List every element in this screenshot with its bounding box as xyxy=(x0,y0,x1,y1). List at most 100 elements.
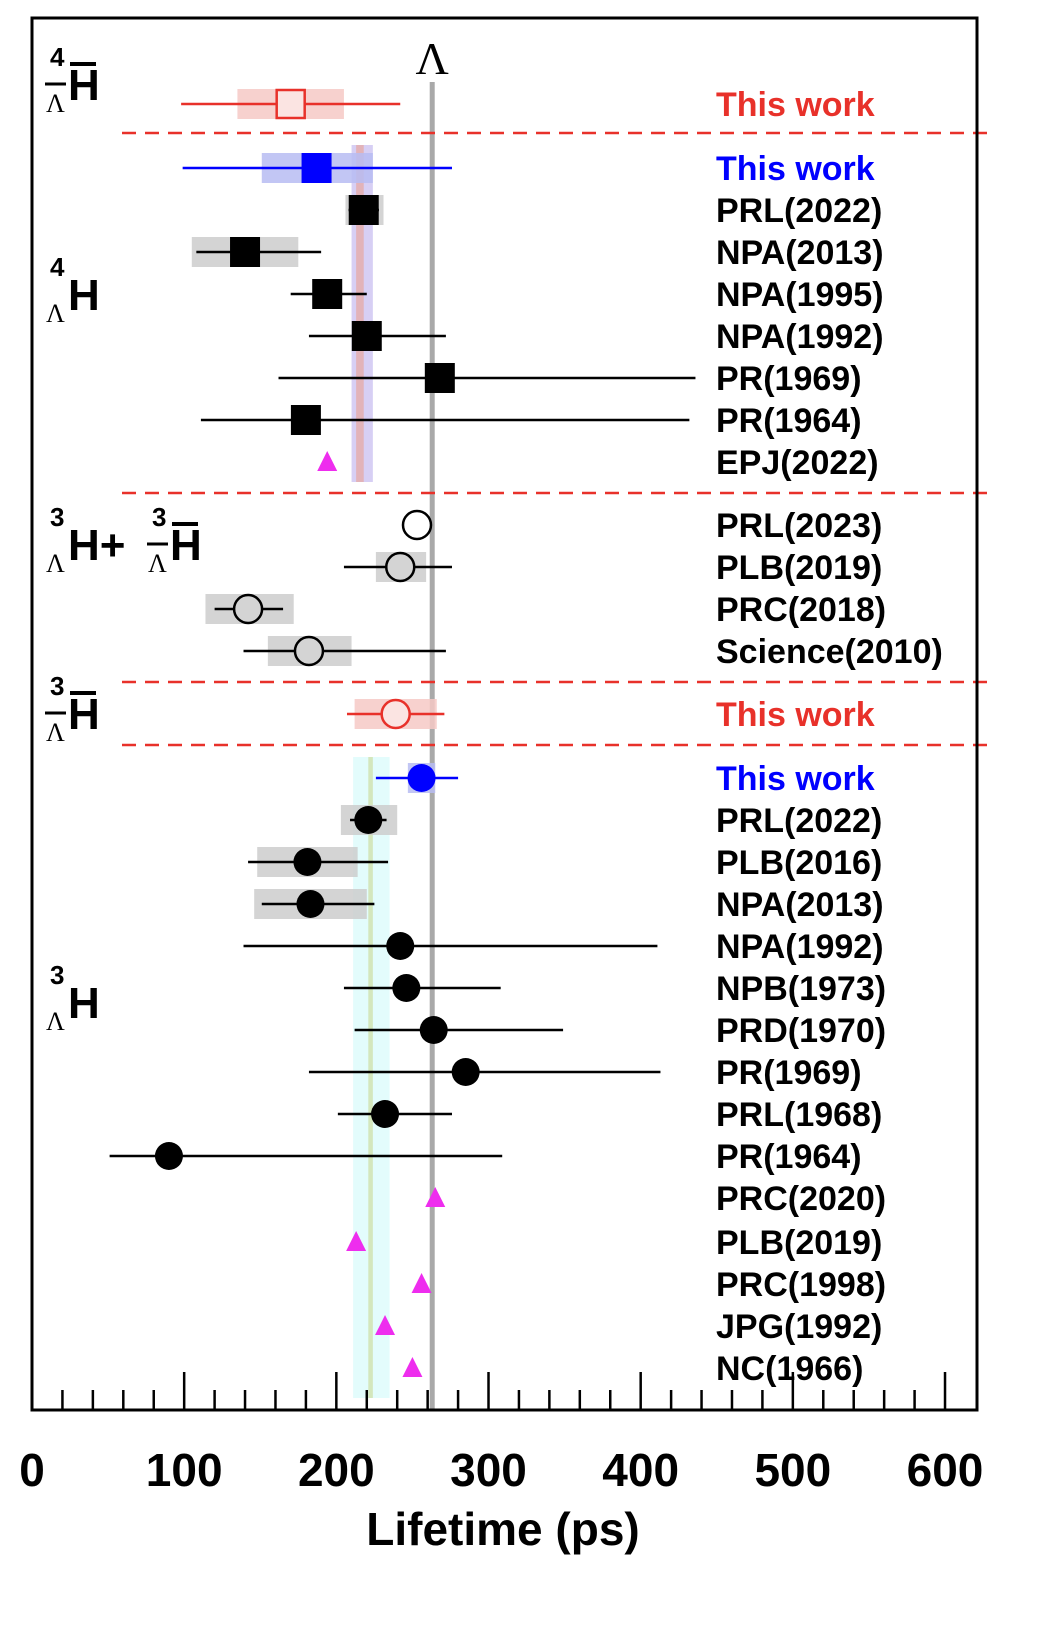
reference-label: NC(1966) xyxy=(716,1350,863,1388)
nuclide-subscript: Λ xyxy=(46,299,65,328)
data-point xyxy=(401,509,433,541)
nuclide-subscript: Λ xyxy=(46,718,65,747)
data-point xyxy=(340,805,398,835)
group-label-3LH+3LHbar: 3 Λ H+ xyxy=(46,502,125,578)
circle-marker xyxy=(392,974,421,1002)
reference-label: This work xyxy=(716,760,875,798)
triangle-marker xyxy=(411,1273,432,1293)
data-point xyxy=(343,974,501,1002)
x-axis: 0 100 200 300 400 500 600 xyxy=(19,1372,983,1496)
circle-marker xyxy=(293,848,322,876)
x-tick-label: 500 xyxy=(754,1444,831,1496)
reference-label: PRL(2022) xyxy=(716,192,882,230)
reference-labels-layer: This work This work PRL(2022) NPA(2013) NPA(… xyxy=(716,86,943,1388)
data-point xyxy=(308,1058,661,1086)
reference-label: NPA(1992) xyxy=(716,318,884,356)
circle-marker xyxy=(407,764,436,792)
gray-circle-marker xyxy=(385,551,416,583)
triangle-marker xyxy=(375,1315,396,1335)
circle-marker xyxy=(386,932,415,960)
data-point xyxy=(354,1016,564,1044)
reference-label: NPA(2013) xyxy=(716,234,884,272)
data-point xyxy=(375,1315,396,1335)
square-marker xyxy=(230,237,261,267)
data-point xyxy=(243,635,446,667)
reference-label: PLB(2019) xyxy=(716,549,882,587)
reference-label: PRD(1970) xyxy=(716,1012,886,1050)
nuclide-subscript: Λ xyxy=(46,89,65,118)
data-point xyxy=(205,593,294,625)
open-square-marker xyxy=(275,88,306,120)
reference-label: Science(2010) xyxy=(716,633,943,671)
reference-label: NPA(2013) xyxy=(716,886,884,924)
data-point xyxy=(200,405,690,435)
reference-label: This work xyxy=(716,696,875,734)
reference-label: NPA(1995) xyxy=(716,276,884,314)
square-marker xyxy=(424,363,455,393)
circle-marker xyxy=(371,1100,400,1128)
open-circle-marker xyxy=(380,698,411,730)
data-point xyxy=(345,195,384,225)
nuclide-subscript: Λ xyxy=(46,1007,65,1036)
band-4LH xyxy=(356,145,364,482)
nuclide-symbol: H xyxy=(68,690,100,739)
nuclide-symbol: H xyxy=(68,61,100,110)
nuclide-mass: 4 xyxy=(50,42,65,72)
data-point xyxy=(243,932,658,960)
data-point xyxy=(343,551,452,583)
triangle-marker xyxy=(317,451,338,471)
nuclide-subscript: Λ xyxy=(148,549,167,578)
data-point xyxy=(191,237,322,267)
open-circle-marker xyxy=(401,509,433,541)
triangle-marker xyxy=(346,1231,367,1251)
reference-label: PRC(2020) xyxy=(716,1180,886,1218)
data-point xyxy=(182,153,452,183)
data-point xyxy=(317,451,338,471)
triangle-marker xyxy=(402,1357,423,1377)
x-tick-label: 0 xyxy=(19,1444,45,1496)
nuclide-subscript: Λ xyxy=(46,549,65,578)
circle-marker xyxy=(451,1058,480,1086)
gray-circle-marker xyxy=(232,593,264,625)
nuclide-mass: 3 xyxy=(50,960,64,990)
reference-label: PR(1969) xyxy=(716,360,862,398)
gray-circle-marker xyxy=(293,635,325,667)
reference-label: PRC(2018) xyxy=(716,591,886,629)
reference-label: PRL(1968) xyxy=(716,1096,882,1134)
reference-label: PRL(2022) xyxy=(716,802,882,840)
group-labels-layer: 4Λ H4Λ H3Λ H+3Λ H3Λ H3Λ H xyxy=(45,42,202,1036)
circle-marker xyxy=(296,890,325,918)
data-point xyxy=(375,763,459,793)
nuclide-symbol: H xyxy=(68,271,100,320)
x-tick-label: 600 xyxy=(907,1444,984,1496)
data-point xyxy=(308,321,446,351)
square-marker xyxy=(290,405,321,435)
data-point xyxy=(425,1187,446,1207)
reference-label: PLB(2019) xyxy=(716,1224,882,1262)
reference-label: EPJ(2022) xyxy=(716,444,879,482)
square-marker xyxy=(348,195,379,225)
data-point xyxy=(254,889,375,919)
nuclide-mass: 3 xyxy=(50,671,64,701)
reference-label: This work xyxy=(716,150,875,188)
separator-layer xyxy=(122,131,990,747)
lambda-reference-label: Λ xyxy=(416,33,449,84)
band-layer xyxy=(351,145,390,1398)
data-point xyxy=(337,1100,452,1128)
x-tick-label: 200 xyxy=(298,1444,375,1496)
nuclide-symbol: H xyxy=(68,979,100,1028)
nuclide-symbol: H+ xyxy=(68,521,125,570)
x-axis-label: Lifetime (ps) xyxy=(366,1503,639,1555)
reference-label: JPG(1992) xyxy=(716,1308,882,1346)
group-label-4LH: 4 Λ H xyxy=(46,252,100,328)
data-point xyxy=(411,1273,432,1293)
reference-label: NPB(1973) xyxy=(716,970,886,1008)
reference-label: PR(1964) xyxy=(716,402,862,440)
square-marker xyxy=(351,321,382,351)
x-tick-label: 400 xyxy=(602,1444,679,1496)
reference-label: NPA(1992) xyxy=(716,928,884,966)
band-3LH xyxy=(368,757,373,1398)
reference-label: PLB(2016) xyxy=(716,844,882,882)
nuclide-symbol: H xyxy=(170,521,202,570)
